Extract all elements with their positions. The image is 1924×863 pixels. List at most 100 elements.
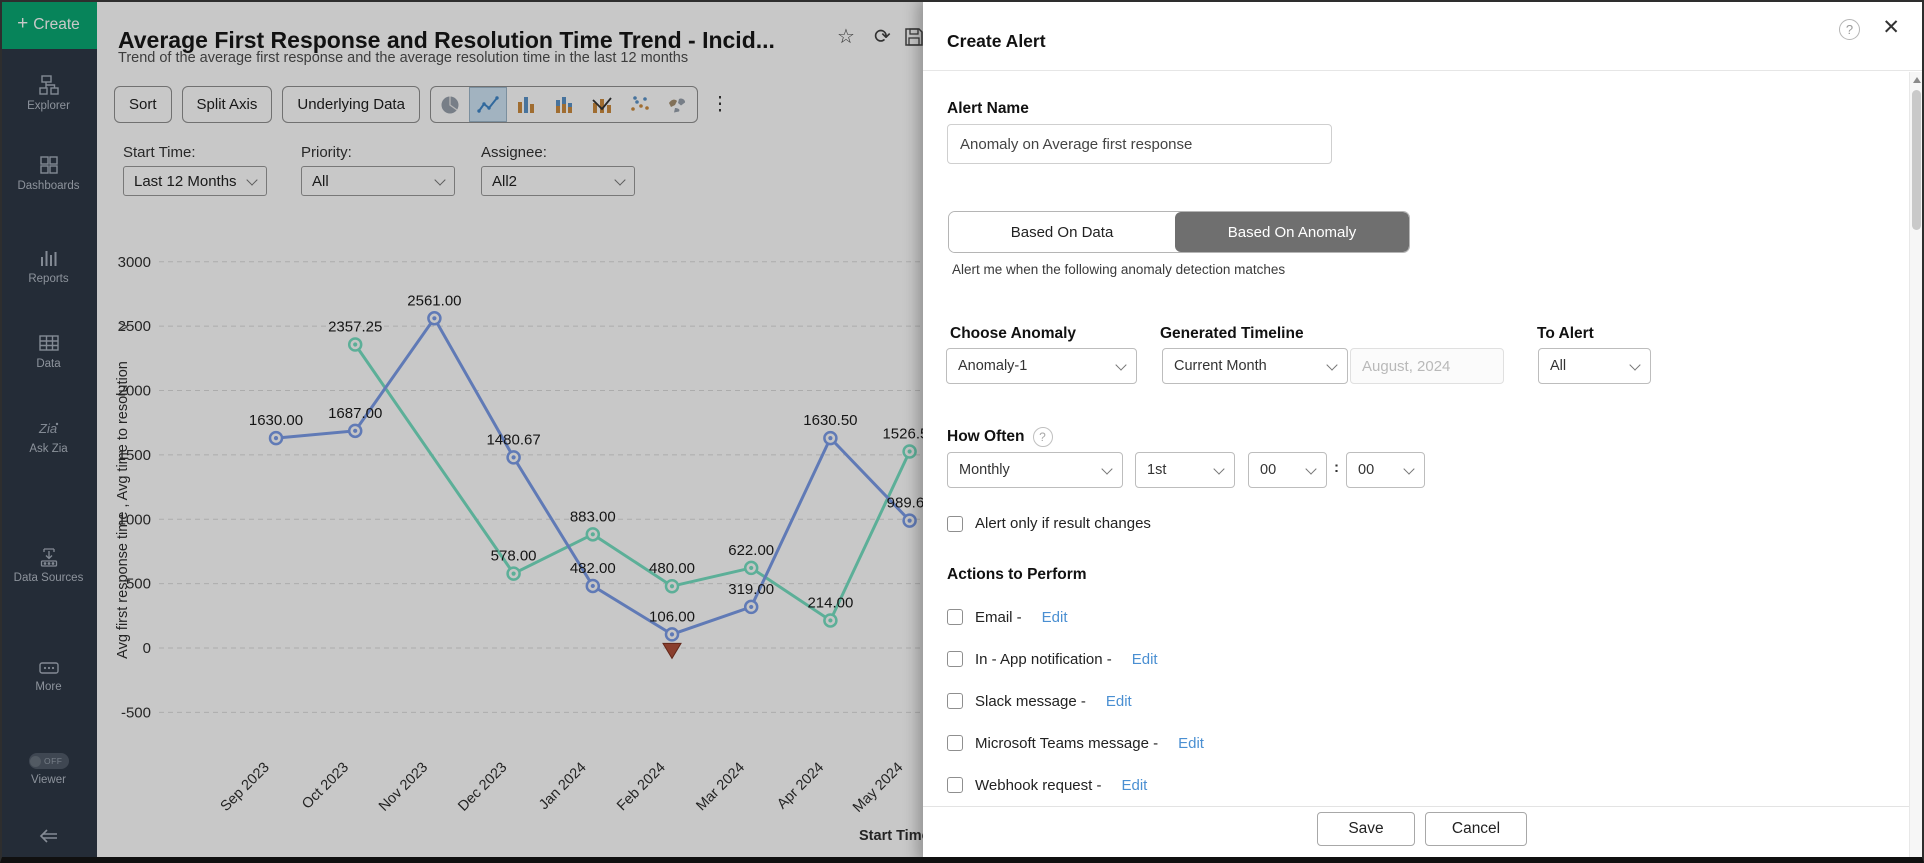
sidebar-item-label: Dashboards [17,180,80,192]
more-options-kebab-icon[interactable]: ⋮ [710,94,730,115]
alert-name-input[interactable] [947,124,1332,164]
viewer-label: Viewer [31,774,66,786]
chart-type-scatter-icon[interactable] [621,87,659,122]
data-label: 578.00 [491,548,537,565]
help-icon[interactable]: ? [1839,19,1860,40]
result-changes-checkbox[interactable] [947,515,963,532]
edit-link[interactable]: Edit [1041,608,1068,626]
minute-select[interactable]: 00 [1346,452,1425,488]
action-checkbox[interactable] [947,735,963,751]
sidebar-item-explorer[interactable]: Explorer [0,74,97,113]
chart-type-combo-icon[interactable] [583,87,621,122]
choose-anomaly-label: Choose Anomaly [950,325,1077,342]
chevron-down-icon [1101,462,1113,475]
action-label: Email - [975,608,1022,626]
sidebar-item-reports[interactable]: Reports [0,247,97,286]
chevron-down-icon [1629,358,1641,371]
cancel-button[interactable]: Cancel [1425,812,1527,846]
save-report-icon[interactable] [903,26,925,54]
sort-button[interactable]: Sort [114,86,172,123]
sidebar-item-more[interactable]: More [0,659,97,694]
sidebar-item-dashboards[interactable]: Dashboards [0,154,97,193]
edit-link[interactable]: Edit [1121,776,1148,794]
data-point-center [511,571,516,576]
sidebar-item-label: Data Sources [13,572,84,584]
sidebar-item-ask-zia[interactable]: Zia Ask Zia [0,417,97,456]
edit-link[interactable]: Edit [1131,650,1158,668]
day-select[interactable]: 1st [1135,452,1235,488]
sidebar-item-label: Ask Zia [29,443,68,455]
filter-label-assignee: Assignee: [481,144,547,161]
panel-scrollbar[interactable] [1909,72,1924,863]
data-point-center [749,565,754,571]
data-label: 480.00 [649,560,695,577]
timeline-month-value: August, 2024 [1362,357,1451,375]
refresh-icon[interactable]: ⟳ [874,26,891,48]
assignee-filter-value: All2 [492,172,518,190]
close-icon[interactable]: ✕ [1882,16,1900,39]
data-point-center [669,584,675,589]
timeline-month-input[interactable]: August, 2024 [1350,348,1504,384]
chart-type-line-icon[interactable] [468,87,507,122]
viewer-mode-block: OFF Viewer [0,753,97,786]
y-tick-label: -500 [121,704,151,721]
edit-link[interactable]: Edit [1105,692,1132,710]
edit-link[interactable]: Edit [1178,734,1204,752]
action-checkbox[interactable] [947,651,963,667]
chevron-down-icon [1115,358,1127,371]
chart-type-stacked-bar-icon[interactable] [545,87,583,122]
actions-heading: Actions to Perform [947,566,1087,583]
action-checkbox[interactable] [947,609,963,625]
priority-filter-select[interactable]: All [301,166,455,196]
action-row: Slack message - Edit [947,692,1204,710]
how-often-help-icon[interactable]: ? [1032,427,1053,447]
scrollbar-thumb[interactable] [1912,90,1921,230]
split-axis-button[interactable]: Split Axis [181,86,273,123]
tab-based-on-data[interactable]: Based On Data [949,212,1176,252]
tab-based-on-anomaly[interactable]: Based On Anomaly [1175,212,1409,252]
choose-anomaly-select[interactable]: Anomaly-1 [946,348,1137,384]
data-label: 1687.00 [328,405,382,422]
to-alert-label: To Alert [1537,325,1594,342]
sidebar-item-data[interactable]: Data [0,332,97,371]
sidebar-item-data-sources[interactable]: Data Sources [0,546,97,585]
action-checkbox[interactable] [947,777,963,793]
action-checkbox[interactable] [947,693,963,709]
more-icon [0,659,97,677]
generated-timeline-value: Current Month [1174,358,1267,374]
time-separator: : [1334,459,1339,476]
data-point-center [353,342,358,347]
sidebar-item-label: Reports [28,273,69,285]
x-axis-title: Start Time [859,828,923,844]
y-tick-label: 0 [143,640,151,657]
assignee-filter-select[interactable]: All2 [481,166,635,196]
hour-select[interactable]: 00 [1248,452,1327,488]
to-alert-select[interactable]: All [1538,348,1651,384]
generated-timeline-select[interactable]: Current Month [1162,348,1348,384]
create-alert-panel: Create Alert ? ✕ Alert Name Based On Dat… [923,0,1924,863]
collapse-sidebar-button[interactable] [0,826,97,851]
frequency-select[interactable]: Monthly [947,452,1123,488]
data-icon [0,332,97,354]
ask-zia-icon: Zia [0,417,97,439]
trend-line-chart[interactable]: 3000 2500 2000 1500 1000 500 0 -500 Avg first re… [97,190,923,863]
axis-expand-chevron-icon: > [119,319,128,336]
viewer-toggle[interactable]: OFF [28,753,69,769]
data-label: 989.60 [887,495,923,512]
favorite-star-icon[interactable]: ☆ [837,26,855,48]
underlying-data-button[interactable]: Underlying Data [282,86,420,123]
filter-label-start-time: Start Time: [123,144,196,161]
start-time-filter-select[interactable]: Last 12 Months [123,166,267,196]
chart-type-pie-icon[interactable] [431,87,469,122]
choose-anomaly-value: Anomaly-1 [958,358,1028,374]
data-point-center [907,449,912,454]
chart-type-bar-icon[interactable] [507,87,545,122]
save-button[interactable]: Save [1317,812,1415,846]
hour-value: 00 [1260,462,1277,478]
chart-type-map-icon[interactable] [659,87,697,122]
day-value: 1st [1147,462,1167,478]
create-button[interactable]: + Create [0,0,97,49]
scroll-up-arrow-icon[interactable] [1913,77,1921,83]
toggle-state-label: OFF [44,756,63,766]
frequency-value: Monthly [959,462,1010,478]
